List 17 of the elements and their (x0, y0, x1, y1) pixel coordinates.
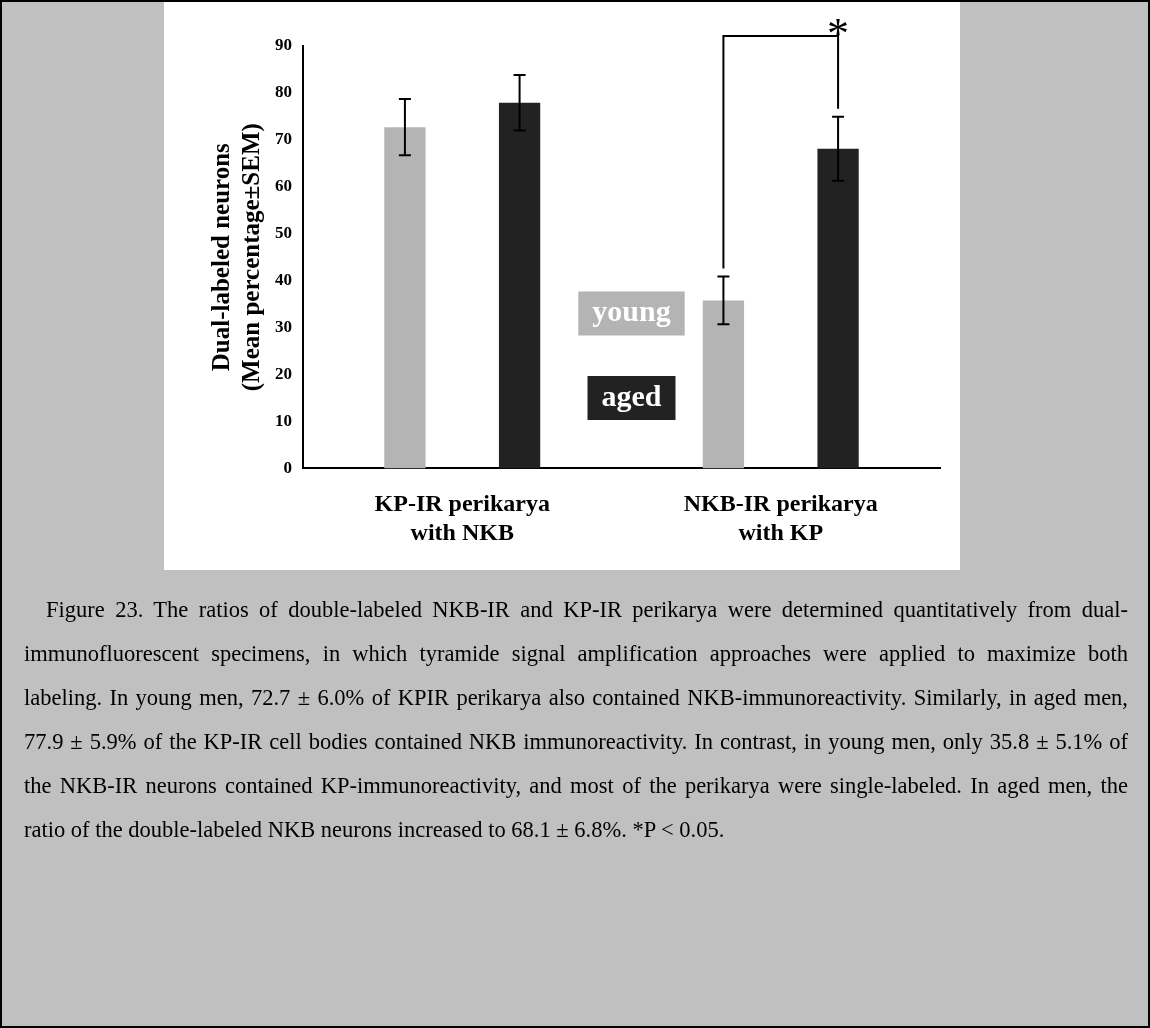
y-tick-label: 30 (275, 316, 292, 336)
x-tick-label: KP-IR perikarya with NKB (374, 490, 550, 545)
y-tick-label: 60 (275, 176, 292, 196)
y-tick-label: 80 (275, 82, 292, 102)
y-axis-title: Dual-labeled neurons (Mean percentage±SEM) (207, 123, 266, 392)
y-tick-label: 40 (275, 270, 292, 290)
x-tick-label: NKB-IR perikarya with KP (683, 490, 878, 545)
y-tick-label: 20 (275, 363, 292, 383)
y-tick-label: 10 (275, 410, 292, 430)
y-tick-label: 50 (275, 223, 292, 243)
series-label: young (592, 294, 671, 328)
y-tick-label: 90 (275, 35, 292, 55)
y-tick-label: 0 (283, 457, 292, 477)
y-tick-label: 70 (275, 129, 292, 149)
text: aged (601, 378, 662, 412)
annotation: * (827, 9, 850, 58)
caption: Figure 23. The ratios of double-labeled NKB-IR and KP-IR perikarya were determined quantitatively from dual-immunofluorescent specimens, in which tyramide signal amplification approaches were applied to maximize both labeling. In young men, 72.7 ± 6.0% of KPIR perikarya also contained NKB-immunoreactivity. Similarly, in aged men, 77.9 ± 5.9% of the KP-IR cell bodies contained NKB immunoreactivity. In contrast, in young men, only 35.8 ± 5.1% of the NKB-IR neurons contained KP-immunoreactivity, and most of the perikarya were single-labeled. In aged men, the ratio of the double-labeled NKB neurons increased to 68.1 ± 6.8%. *P < 0.05. (24, 596, 1128, 844)
